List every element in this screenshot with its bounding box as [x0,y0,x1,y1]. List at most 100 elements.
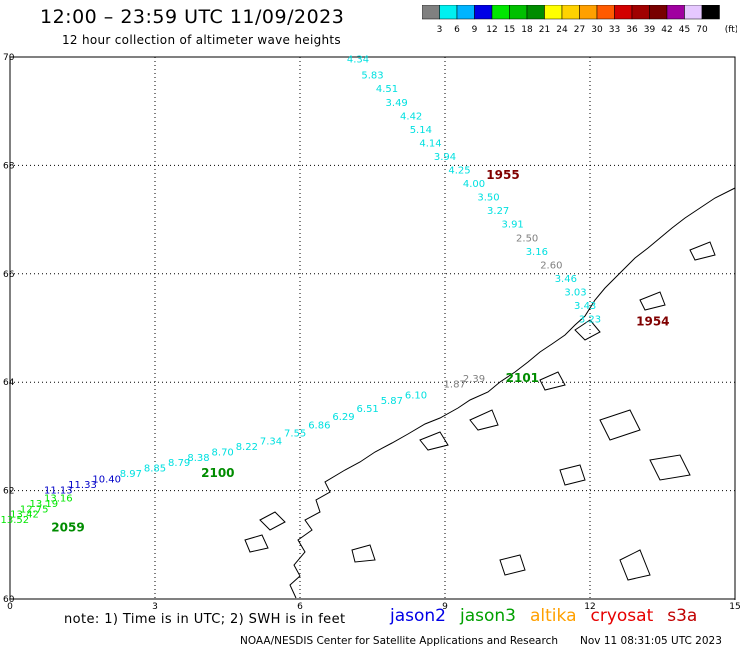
color-legend: 3 6 9 12 15 18 21 24 27 30 33 36 39 42 45 70 (ft) [422,5,737,35]
map-frame [9,56,736,600]
wave-height-value: 4.34 [347,54,369,65]
legend-tick-label: 6 [454,25,460,35]
wave-height-value: 4.42 [400,111,422,122]
wave-height-value: 3.94 [434,152,456,163]
track-1954: 3.23 1954 [579,314,670,328]
wave-height-value: 8.79 [168,458,190,469]
wave-height-value: 8.97 [120,469,142,480]
wave-height-value: 7.55 [284,428,306,439]
wave-height-value: 3.23 [579,315,601,326]
wave-height-value: 13.19 [30,499,59,510]
wave-height-value: 13.52 [1,515,30,526]
satellite-legend: jason2 jason3 altika cryosat s3a [390,606,711,626]
wave-height-value: 13.16 [44,493,73,504]
wave-height-value: 3.46 [555,274,577,285]
note-text: note: 1) Time is in UTC; 2) SWH is in fe… [64,612,346,627]
wave-height-value: 2.39 [463,374,485,385]
wave-height-value: 6.51 [357,404,379,415]
wave-height-value: 7.34 [260,437,282,448]
legend-tick-label: 9 [472,25,478,35]
wave-height-value: 5.87 [381,396,403,407]
wave-height-value: 8.22 [236,442,258,453]
legend-tick-label: 30 [591,25,603,35]
legend-unit: (ft) [725,25,737,35]
latitude-label: 62 [3,487,14,497]
legend-swatch [701,5,720,20]
satellite-jason3: jason3 [460,606,516,626]
wave-height-value: 6.86 [308,420,330,431]
wave-height-value: 3.50 [477,193,499,204]
latitude-label: 68 [3,161,15,171]
track-2101: 1.872.39 2101 [444,371,540,390]
wave-height-value: 8.85 [144,464,166,475]
wave-height-value: 4.25 [448,166,470,177]
wave-height-value: 2.50 [516,233,538,244]
wave-height-value: 12.75 [20,504,49,515]
wave-height-value: 2.60 [540,260,562,271]
legend-tick-label: 36 [626,25,638,35]
track-time-label: 2101 [506,371,539,385]
satellite-altika: altika [530,606,577,626]
chart-subtitle: 12 hour collection of altimeter wave hei… [62,33,341,47]
legend-tick-label: 33 [609,25,620,35]
chart-title: 12:00 – 23:59 UTC 11/09/2023 [40,6,345,28]
legend-tick-label: 3 [437,25,443,35]
wave-height-value: 3.16 [526,247,548,258]
wave-height-value: 11.13 [44,485,73,496]
track-time-label: 1955 [486,168,519,182]
wave-height-value: 4.51 [376,84,398,95]
wave-height-value: 3.49 [386,98,408,109]
wave-height-value: 8.38 [187,453,209,464]
legend-tick-label: 21 [539,25,550,35]
wave-height-value: 1.87 [444,380,466,391]
map-gridlines [10,57,735,599]
legend-tick-label: 39 [644,25,656,35]
satellite-s3a: s3a [667,606,698,626]
track-time-label: 2059 [51,520,84,534]
longitude-label: 9 [442,602,448,612]
satellite-cryosat: cryosat [590,606,654,626]
wave-height-value: 5.14 [410,125,432,136]
wave-height-value: 13.42 [10,510,39,521]
altimeter-tracks: 4.34 5.83 4.51 3.49 4.42 5.14 4.14 3.94 4.25 4.00… [1,54,670,534]
satellite-jason2: jason2 [390,606,446,626]
coastline [244,187,736,600]
track-2100: 6.105.876.516.296.867.557.348.228.708.38… [44,390,427,496]
wave-height-value: 6.10 [405,390,427,401]
wave-height-value: 3.43 [574,301,596,312]
legend-tick-label: 12 [486,25,497,35]
wave-height-value: 4.14 [419,138,441,149]
legend-tick-label: 70 [696,25,708,35]
legend-tick-label: 18 [521,25,533,35]
axis-labels: 70 68 66 64 62 600 3 6 9 12 15 [3,53,740,612]
legend-tick-label: 15 [504,25,515,35]
longitude-label: 6 [297,602,303,612]
latitude-label: 64 [3,378,15,388]
wave-height-value: 6.29 [332,412,354,423]
track-time-label: 2100 [201,466,234,480]
longitude-label: 3 [152,602,158,612]
legend-tick-label: 24 [556,25,568,35]
wave-height-value: 8.70 [212,447,234,458]
longitude-label: 12 [584,602,595,612]
footer-timestamp: Nov 11 08:31:05 UTC 2023 [580,635,722,647]
legend-tick-label: 42 [661,25,672,35]
longitude-label: 0 [7,602,13,612]
wave-height-value: 3.27 [487,206,509,217]
legend-tick-label: 27 [574,25,585,35]
wave-height-value: 10.40 [92,474,121,485]
wave-height-value: 11.33 [68,480,97,491]
track-time-label: 1954 [636,314,669,328]
latitude-label: 70 [3,53,15,63]
wave-height-value: 3.03 [564,287,586,298]
wave-height-value: 3.91 [502,220,524,231]
latitude-label: 60 [3,595,15,605]
wave-height-value: 5.83 [361,71,383,82]
wave-height-value: 4.00 [463,179,485,190]
longitude-label: 15 [729,602,740,612]
footer-credit: NOAA/NESDIS Center for Satellite Applica… [240,635,558,647]
legend-tick-label: 45 [679,25,690,35]
latitude-label: 66 [3,270,15,280]
